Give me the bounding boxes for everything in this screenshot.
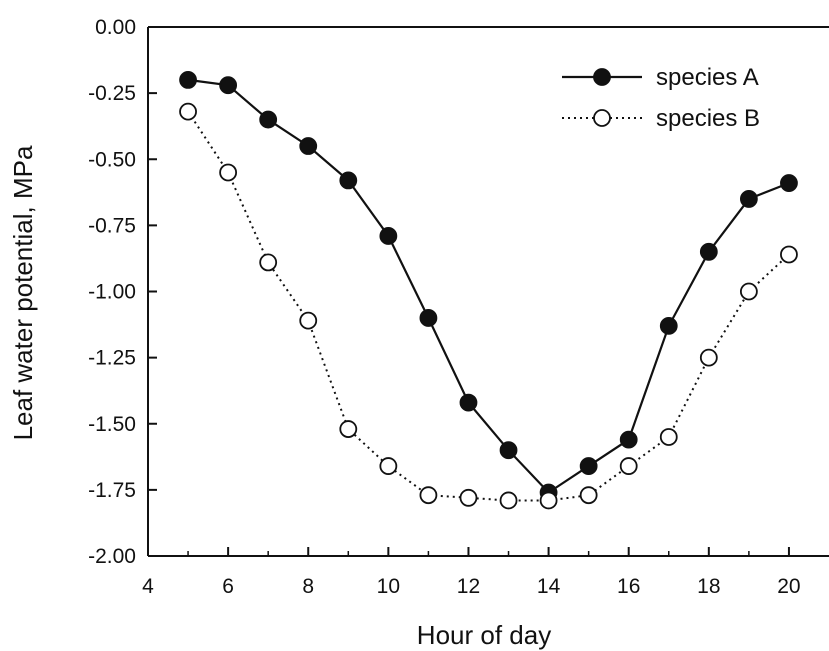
data-point-species-a [619,430,638,449]
x-tick-label: 6 [222,575,234,598]
data-point-species-a [219,76,238,95]
y-tick-label: 0.00 [95,16,136,39]
x-tick-label: 12 [457,575,480,598]
x-tick-label: 14 [537,575,561,598]
y-tick-label: -0.25 [88,82,136,105]
data-point-species-b [619,457,638,475]
data-point-species-b [499,491,518,510]
data-point-species-a [379,227,398,245]
x-tick-label: 18 [697,575,720,598]
data-point-species-b [179,102,197,121]
data-point-species-b [699,348,718,367]
y-tick-label: -1.00 [88,281,136,304]
data-point-species-a [459,393,478,412]
x-tick-label: 16 [617,575,640,598]
data-point-species-a [179,71,197,89]
data-point-species-a [259,110,278,129]
data-point-species-b [539,491,558,510]
data-point-species-a [339,171,358,190]
x-tick-label: 4 [142,575,154,598]
legend-label-species-b: species B [656,105,760,132]
y-tick-label: -0.75 [88,214,136,237]
y-tick-label: -1.50 [88,413,136,436]
data-point-species-a [419,309,438,327]
data-point-species-b [739,282,758,301]
data-point-species-a [499,441,518,460]
y-tick-label: -2.00 [88,545,136,568]
x-tick-label: 10 [377,575,400,598]
y-tick-label: -0.50 [88,148,136,171]
data-point-species-a [780,174,798,192]
x-tick-label: 8 [302,575,314,598]
data-point-species-a [739,190,758,208]
data-point-species-b [459,488,478,507]
data-point-species-a [299,137,318,155]
x-tick-label: 20 [777,575,800,598]
data-point-species-a [659,316,678,335]
x-axis-title: Hour of day [417,620,551,650]
data-point-species-a [579,457,598,475]
legend-marker-species-a [593,68,611,86]
legend-marker-species-b [593,109,611,127]
series-line-species-a [187,78,790,494]
y-tick-label: -1.25 [88,347,136,370]
series-line-species-b [187,111,790,502]
legend-label-species-a: species A [656,64,759,91]
data-point-species-a [699,242,718,261]
data-point-species-b [299,311,318,330]
data-point-species-b [659,428,678,446]
y-tick-label: -1.75 [88,479,136,502]
data-point-species-b [219,163,238,182]
data-point-species-b [419,486,438,505]
data-point-species-b [579,486,598,505]
y-axis-title: Leaf water potential, MPa [8,145,38,440]
data-point-species-b [259,253,278,272]
data-point-species-b [339,420,358,438]
data-point-species-b [780,245,798,264]
data-point-species-b [379,457,398,475]
